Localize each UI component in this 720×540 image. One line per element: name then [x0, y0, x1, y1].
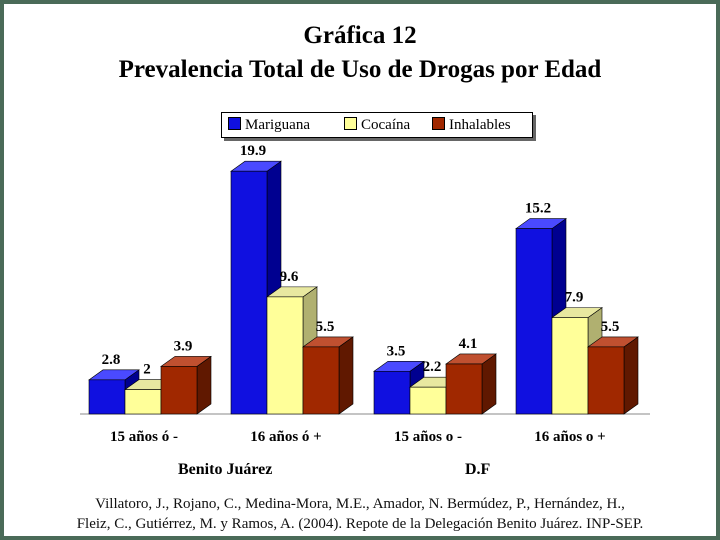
value-label-1-1: 9.6	[280, 269, 299, 285]
legend-label-cocaina: Cocaína	[361, 117, 411, 133]
value-label-0-3: 15.2	[525, 201, 551, 217]
chart-title: Gráfica 12	[303, 22, 417, 49]
category-label-0: 15 años ó -	[110, 429, 178, 445]
bar-2-3-side	[623, 336, 639, 415]
bar-2-2	[445, 363, 483, 415]
bar-1-0	[124, 389, 162, 415]
chart-legend: Mariguana Cocaína Inhalables	[221, 112, 533, 138]
legend-swatch-inhalables	[432, 117, 445, 130]
value-label-1-3: 7.9	[565, 290, 584, 306]
legend-item-cocaina: Cocaína	[344, 116, 410, 134]
legend-label-mariguana: Mariguana	[245, 117, 310, 133]
category-label-3: 16 años o +	[534, 429, 605, 445]
value-label-2-3: 5.5	[601, 319, 620, 335]
category-label-2: 15 años o -	[394, 429, 462, 445]
bar-2-3	[587, 346, 625, 415]
bar-2-1	[302, 346, 340, 415]
bar-2-1-side	[338, 336, 354, 415]
citation-line-2: Fleiz, C., Gutiérrez, M. y Ramos, A. (20…	[76, 516, 644, 532]
bar-1-2	[409, 386, 447, 415]
bar-2-2-side	[481, 353, 497, 415]
value-label-1-0: 2	[143, 362, 151, 378]
chart-frame	[4, 4, 716, 536]
citation-line-1: Villatoro, J., Rojano, C., Medina-Mora, …	[95, 496, 625, 512]
value-label-2-0: 3.9	[174, 338, 193, 354]
value-label-0-0: 2.8	[102, 352, 121, 368]
bar-1-1	[266, 296, 304, 415]
group-label-benito-juarez: Benito Juárez	[178, 461, 273, 478]
bar-2-0	[160, 366, 198, 415]
value-label-1-2: 2.2	[423, 359, 442, 375]
legend-label-inhalables: Inhalables	[449, 117, 511, 133]
legend-swatch-cocaina	[344, 117, 357, 130]
group-label-df: D.F	[465, 461, 491, 478]
value-label-0-1: 19.9	[240, 143, 266, 159]
bar-0-3	[515, 228, 553, 415]
bar-0-1	[230, 170, 268, 415]
legend-swatch-mariguana	[228, 117, 241, 130]
legend-item-mariguana: Mariguana	[228, 116, 310, 134]
bar-1-3	[551, 317, 589, 415]
legend-item-inhalables: Inhalables	[432, 116, 511, 134]
category-label-1: 16 años ó +	[250, 429, 321, 445]
value-label-2-2: 4.1	[459, 336, 478, 352]
bar-0-2	[373, 370, 411, 415]
value-label-0-2: 3.5	[387, 343, 406, 359]
bar-0-0	[88, 379, 126, 415]
value-label-2-1: 5.5	[316, 319, 335, 335]
chart-subtitle: Prevalencia Total de Uso de Drogas por E…	[118, 56, 602, 83]
